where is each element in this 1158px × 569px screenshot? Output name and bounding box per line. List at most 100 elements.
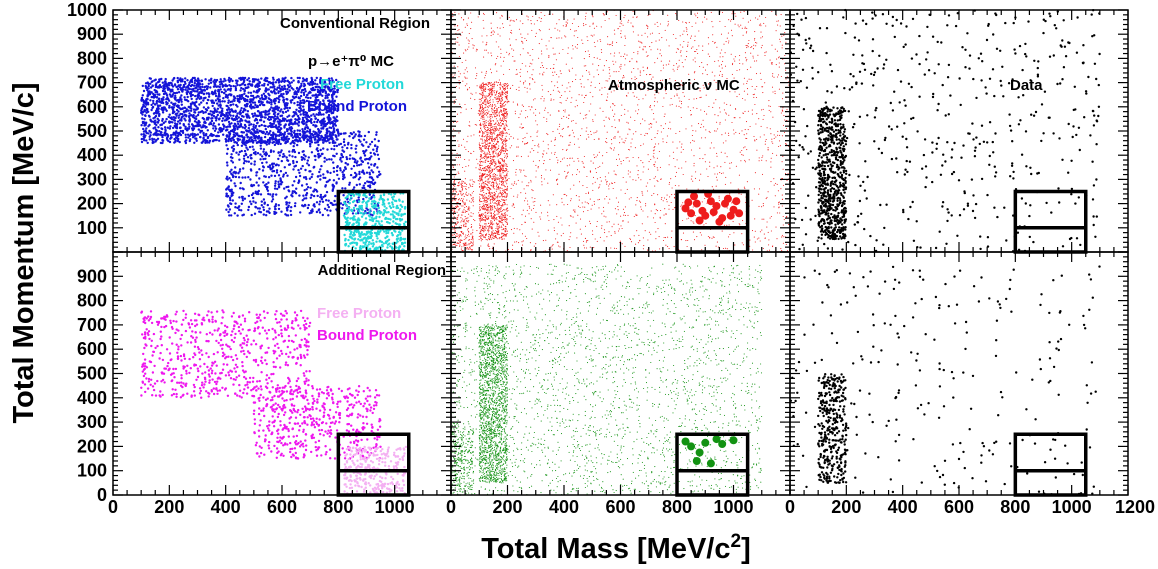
data-point	[255, 171, 259, 174]
data-point	[166, 96, 169, 99]
data-point	[202, 106, 206, 109]
data-point	[160, 131, 163, 134]
data-point	[571, 22, 574, 25]
data-point	[726, 156, 728, 158]
data-point	[298, 117, 301, 121]
data-point	[676, 48, 678, 50]
data-point	[247, 91, 250, 94]
data-point	[500, 48, 502, 50]
data-point	[609, 198, 611, 200]
data-point	[243, 89, 246, 92]
data-point	[288, 201, 291, 204]
data-point	[188, 125, 191, 128]
data-point	[714, 41, 716, 43]
data-point	[267, 88, 270, 91]
data-point	[159, 85, 163, 89]
data-point	[386, 198, 390, 201]
data-point	[480, 240, 482, 242]
data-point	[376, 230, 380, 233]
data-point	[141, 117, 144, 120]
data-point	[147, 132, 150, 135]
data-point	[218, 85, 221, 89]
data-point	[303, 100, 306, 104]
data-point	[718, 74, 721, 76]
data-point	[183, 80, 187, 84]
data-point	[742, 17, 744, 19]
data-point	[253, 119, 257, 122]
data-point	[240, 202, 243, 205]
data-point	[195, 115, 198, 118]
data-point	[386, 246, 389, 249]
data-point	[529, 84, 531, 86]
data-point	[157, 119, 160, 122]
data-point	[375, 240, 378, 243]
data-point	[781, 47, 783, 49]
data-point	[228, 177, 231, 180]
data-point	[155, 89, 158, 93]
data-point	[382, 198, 385, 201]
data-point	[597, 74, 600, 76]
data-point	[197, 128, 200, 131]
data-point	[503, 163, 505, 165]
data-point	[644, 230, 646, 232]
data-point	[690, 220, 692, 222]
data-point	[270, 123, 274, 127]
data-point	[175, 108, 179, 112]
data-point	[674, 175, 677, 177]
data-point	[292, 148, 296, 152]
data-point	[649, 179, 651, 181]
data-point	[278, 98, 281, 102]
data-point	[258, 168, 261, 171]
data-point	[252, 98, 255, 101]
data-point	[686, 34, 689, 36]
data-point	[593, 34, 595, 36]
data-point	[233, 212, 236, 215]
data-point	[667, 246, 669, 248]
data-point	[664, 208, 666, 210]
data-point	[693, 155, 695, 157]
data-point	[533, 204, 535, 206]
data-point	[764, 54, 766, 57]
data-point	[225, 152, 229, 155]
data-point	[614, 136, 616, 138]
data-point	[249, 98, 252, 101]
data-point	[755, 96, 758, 99]
data-point	[173, 124, 176, 128]
data-point	[616, 41, 618, 44]
data-point	[193, 135, 196, 138]
data-point	[249, 200, 252, 203]
data-point	[336, 109, 339, 113]
data-point	[562, 149, 564, 151]
data-point	[289, 128, 292, 132]
data-point	[458, 70, 460, 72]
data-point	[365, 157, 368, 161]
data-point	[585, 247, 588, 249]
data-point	[259, 97, 262, 100]
data-point	[331, 87, 334, 91]
data-point	[696, 236, 698, 238]
data-point	[524, 200, 526, 202]
data-point	[160, 97, 164, 101]
data-point	[262, 208, 266, 212]
data-point	[647, 216, 649, 218]
data-point	[534, 201, 536, 203]
data-point	[456, 121, 458, 123]
data-point	[227, 210, 230, 214]
data-point	[315, 181, 318, 184]
data-point	[549, 169, 552, 171]
data-point	[598, 138, 600, 140]
data-point	[270, 103, 273, 106]
data-point	[236, 127, 239, 131]
data-point	[234, 172, 237, 175]
data-point	[654, 23, 656, 25]
data-point	[226, 104, 229, 108]
data-point	[553, 219, 555, 221]
data-point	[484, 49, 486, 51]
data-point	[598, 207, 600, 209]
data-point	[720, 151, 722, 153]
data-point	[314, 141, 317, 144]
data-point	[381, 245, 384, 248]
data-point	[184, 136, 188, 139]
data-point	[747, 46, 749, 48]
data-point	[283, 85, 286, 88]
